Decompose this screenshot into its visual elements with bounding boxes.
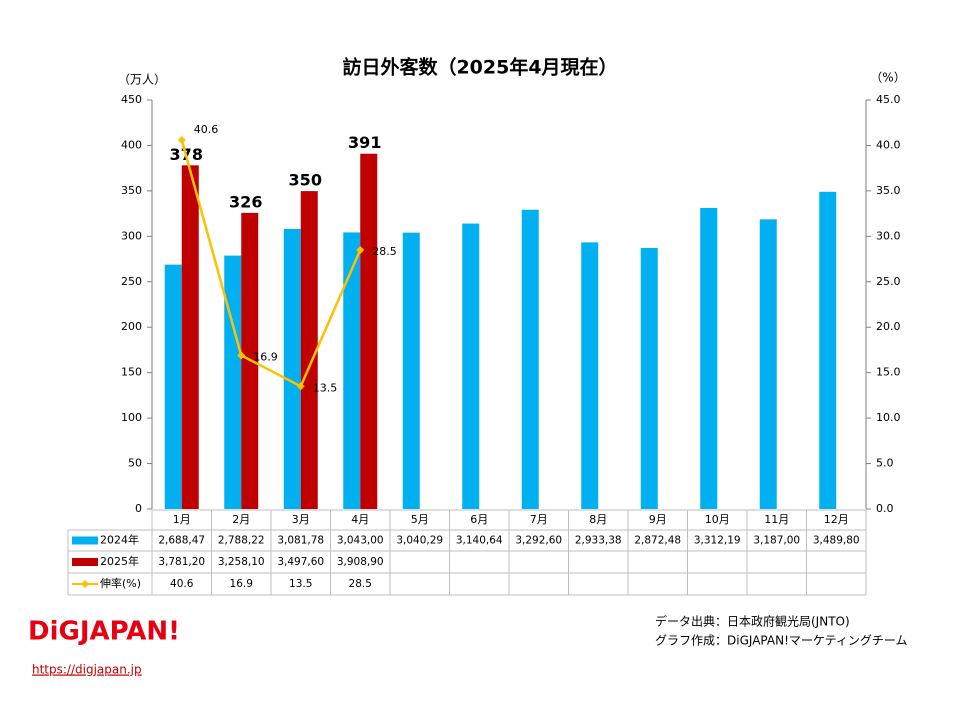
source-note: データ出典：日本政府観光局(JNTO) [655,614,850,629]
table-cell: 13.5 [289,578,312,590]
table-cell: 3,043,00 [337,535,384,547]
table-cell: 40.6 [170,578,194,590]
table-cell: 2,872,48 [634,535,681,547]
bar [224,255,242,509]
table-cell: 3,908,90 [337,556,384,568]
y-axis-label: （万人） [118,73,166,87]
table-cell: 3,258,10 [218,556,265,568]
x-tick-label: 11月 [764,513,789,526]
bar [300,191,318,509]
y-tick-label: 300 [121,229,142,242]
credit-note: グラフ作成：DiGJAPAN!マーケティングチーム [655,634,908,648]
legend-swatch [72,536,98,545]
data-label: 391 [348,133,381,152]
x-tick-label: 10月 [705,513,730,526]
y2-tick-label: 5.0 [876,457,894,470]
y2-tick-label: 0.0 [876,502,894,515]
y-tick-label: 150 [121,366,142,379]
table-cell: 2,788,22 [218,535,265,547]
x-tick-label: 8月 [589,513,607,526]
y-tick-label: 100 [121,411,142,424]
bar [343,232,361,509]
line-marker [356,245,365,254]
bar [819,191,837,509]
legend-swatch [72,558,98,566]
x-tick-label: 9月 [649,513,667,526]
y2-tick-label: 25.0 [876,275,901,288]
y-tick-label: 50 [128,457,142,470]
y-tick-label: 450 [121,93,142,106]
table-cell: 3,292,60 [515,535,562,547]
table-cell: 2,933,38 [575,535,622,547]
table-cell: 3,489,80 [813,535,860,547]
line-marker [177,135,186,144]
x-tick-label: 3月 [292,513,310,526]
table-cell: 3,187,00 [753,535,800,547]
legend-label: 2025年 [100,554,139,568]
x-tick-label: 5月 [411,513,429,526]
table-cell: 3,040,29 [396,535,443,547]
table-cell: 2,688,47 [158,535,205,547]
bar [462,223,480,509]
x-tick-label: 7月 [530,513,548,526]
y2-tick-label: 30.0 [876,229,901,242]
line-marker [296,382,305,391]
y2-tick-label: 45.0 [876,93,901,106]
chart-title: 訪日外客数（2025年4月現在） [342,56,617,79]
line [180,139,362,389]
table-cell: 3,312,19 [694,535,741,547]
y-tick-label: 350 [121,184,142,197]
bar [402,232,420,509]
data-label: 326 [229,192,262,211]
y2-tick-label: 20.0 [876,320,901,333]
bar [640,247,658,510]
site-link[interactable]: https://digjapan.jp [32,663,142,677]
y2-tick-label: 15.0 [876,366,901,379]
logo: DiGJAPAN! [28,617,180,647]
table-cell: 3,140,64 [456,535,503,547]
x-tick-label: 1月 [173,513,191,526]
legend-marker [81,580,89,588]
x-tick-label: 4月 [351,513,369,526]
bar [700,207,718,509]
table-cell: 16.9 [230,578,253,590]
legend-label: 2024年 [100,533,139,547]
bar [759,219,777,510]
bar [164,264,182,509]
y2-tick-label: 40.0 [876,138,901,151]
line-marker [237,351,246,360]
y-tick-label: 200 [121,320,142,333]
bar [581,242,599,509]
y-tick-label: 400 [121,138,142,151]
bar [360,153,378,509]
x-tick-label: 2月 [232,513,250,526]
data-label: 16.9 [253,350,278,363]
y-tick-label: 250 [121,275,142,288]
data-label: 40.6 [194,123,219,136]
data-label: 13.5 [313,381,338,394]
table-cell: 3,081,78 [277,535,324,547]
x-tick-label: 12月 [824,513,849,526]
data-label: 350 [289,171,322,190]
y2-axis-label: （%） [870,71,905,85]
bar [521,209,539,509]
y2-tick-label: 10.0 [876,411,901,424]
x-tick-label: 6月 [470,513,488,526]
bar [181,165,199,509]
y2-tick-label: 35.0 [876,184,901,197]
y-tick-label: 0 [135,502,142,515]
table-cell: 3,497,60 [277,556,324,568]
legend-label: 伸率(%) [100,576,141,590]
table-cell: 28.5 [349,578,372,590]
bar [283,228,301,509]
data-label: 28.5 [372,245,397,258]
table-cell: 3,781,20 [158,556,205,568]
